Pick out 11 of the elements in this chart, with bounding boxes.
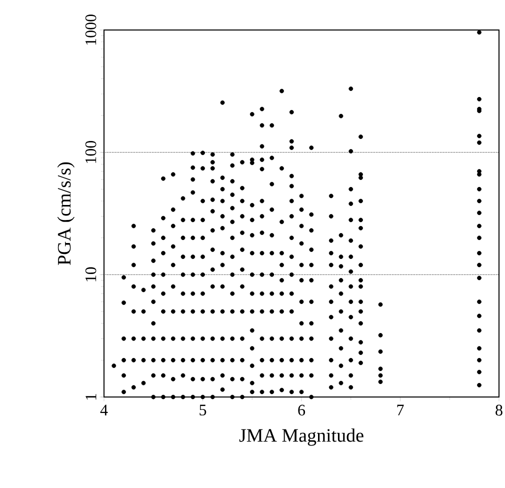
- y-axis-title: PGA (cm/s/s): [57, 162, 75, 265]
- y-tick-label: 1: [86, 394, 96, 400]
- x-tick-label: 7: [397, 404, 404, 416]
- x-tick-label: 5: [200, 404, 206, 416]
- x-tick-label: 4: [100, 404, 108, 416]
- y-tick-label: 100: [85, 140, 96, 163]
- x-tick-label: 8: [496, 404, 502, 416]
- y-tick-label: 1000: [85, 14, 96, 45]
- x-tick-label: 6: [298, 404, 306, 416]
- x-axis-title: JMA Magnitude: [239, 428, 364, 446]
- y-tick-label: 10: [85, 267, 96, 282]
